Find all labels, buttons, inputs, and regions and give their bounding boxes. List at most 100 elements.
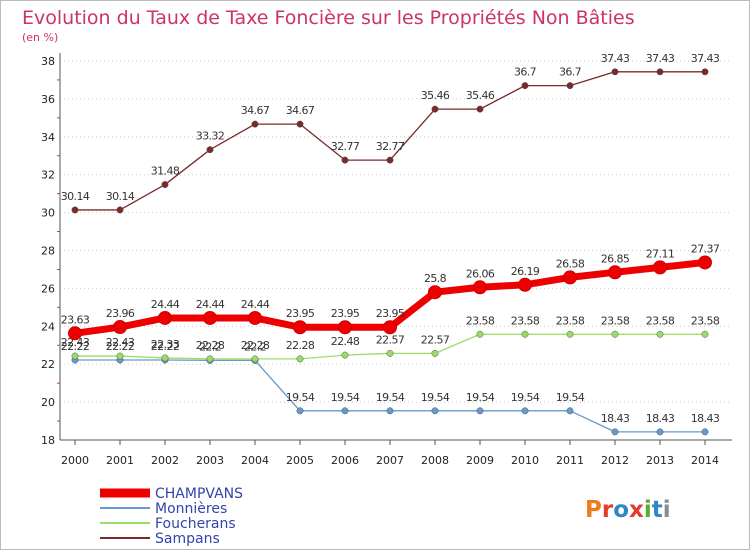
series-foucherans: 22.43 22.43 22.33 22.28 22.28 22.28 22.48 22.57… xyxy=(61,314,720,363)
x-tick-label: 2008 xyxy=(421,454,449,467)
data-label: 24.44 xyxy=(196,298,225,311)
data-label: 19.54 xyxy=(286,391,315,404)
data-point xyxy=(656,428,664,436)
data-label: 37.43 xyxy=(691,52,720,65)
x-tick-label: 2003 xyxy=(196,454,224,467)
data-point xyxy=(71,352,79,360)
data-point xyxy=(431,407,439,415)
data-label: 34.67 xyxy=(241,104,270,117)
data-label: 22.2 xyxy=(199,340,221,353)
data-point xyxy=(383,320,397,335)
data-label: 34.67 xyxy=(286,104,315,117)
data-point xyxy=(206,355,214,363)
data-label: 23.95 xyxy=(376,307,405,320)
data-label: 32.77 xyxy=(376,140,405,153)
data-point xyxy=(116,352,124,360)
data-point xyxy=(611,68,619,76)
data-point xyxy=(341,351,349,359)
y-tick-label: 32 xyxy=(41,169,55,182)
data-point xyxy=(521,407,529,415)
data-label: 22.43 xyxy=(106,336,135,349)
logo-letter: t xyxy=(652,497,663,523)
data-point xyxy=(476,407,484,415)
data-point xyxy=(656,68,664,76)
y-tick-label: 18 xyxy=(41,434,55,447)
legend-item-foucherans: Foucherans xyxy=(100,516,236,532)
legend-item-sampans: Sampans xyxy=(100,531,220,547)
data-label: 23.58 xyxy=(691,314,720,327)
data-point xyxy=(431,349,439,357)
data-label: 25.8 xyxy=(424,272,447,285)
data-point xyxy=(296,355,304,363)
data-point xyxy=(698,255,712,270)
proxiti-logo: Proxiti xyxy=(585,497,671,523)
data-label: 32.77 xyxy=(331,140,360,153)
data-point xyxy=(431,105,439,113)
data-point xyxy=(566,330,574,338)
data-point xyxy=(161,181,169,189)
x-tick-label: 2012 xyxy=(601,454,629,467)
series-monnières: 22.22 22.22 22.22 22.2 22.2 19.54 19.54 19.54 19… xyxy=(61,340,720,436)
data-label: 24.44 xyxy=(151,298,180,311)
data-point xyxy=(248,310,262,325)
chart-subtitle: (en %) xyxy=(22,31,58,44)
legend-label: CHAMPVANS xyxy=(155,486,243,502)
data-point xyxy=(113,320,127,335)
data-label: 19.54 xyxy=(466,391,495,404)
data-point xyxy=(566,407,574,415)
data-point xyxy=(71,206,79,214)
y-tick-label: 34 xyxy=(41,131,55,144)
x-tick-label: 2009 xyxy=(466,454,494,467)
series-champvans: 23.63 23.96 24.44 24.44 24.44 23.95 23.95 23.95… xyxy=(61,242,720,341)
data-label: 19.54 xyxy=(376,391,405,404)
series-sampans: 30.14 30.14 31.48 33.32 34.67 34.67 32.77 32.77… xyxy=(61,52,720,214)
legend-label: Foucherans xyxy=(155,516,236,532)
y-tick-label: 36 xyxy=(41,93,55,106)
y-tick-label: 26 xyxy=(41,282,55,295)
data-label: 22.22 xyxy=(106,340,135,353)
data-point xyxy=(701,68,709,76)
y-tick-label: 20 xyxy=(41,396,55,409)
x-tick-label: 2000 xyxy=(61,454,89,467)
data-point xyxy=(68,326,82,341)
series-layer: 30.14 30.14 31.48 33.32 34.67 34.67 32.77 32.77… xyxy=(61,52,720,436)
data-label: 18.43 xyxy=(601,412,630,425)
data-point xyxy=(296,407,304,415)
data-point xyxy=(656,330,664,338)
data-label: 23.96 xyxy=(106,307,135,320)
data-point xyxy=(563,270,577,285)
data-label: 33.32 xyxy=(196,130,225,143)
x-tick-label: 2006 xyxy=(331,454,359,467)
data-label: 35.46 xyxy=(421,89,450,102)
data-point xyxy=(386,156,394,164)
data-label: 19.54 xyxy=(421,391,450,404)
data-label: 22.28 xyxy=(286,339,315,352)
data-point xyxy=(518,277,532,292)
grid xyxy=(60,60,732,441)
y-tick-label: 38 xyxy=(41,55,55,68)
data-label: 36.7 xyxy=(514,66,537,79)
data-label: 19.54 xyxy=(331,391,360,404)
data-label: 22.22 xyxy=(61,340,90,353)
x-tick-label: 2001 xyxy=(106,454,134,467)
data-point xyxy=(521,82,529,90)
data-label: 23.58 xyxy=(511,314,540,327)
y-tick-label: 22 xyxy=(41,358,55,371)
data-label: 22.33 xyxy=(151,338,180,351)
data-label: 27.11 xyxy=(646,247,675,260)
data-label: 26.06 xyxy=(466,267,495,280)
data-label: 23.58 xyxy=(466,314,495,327)
x-tick-label: 2004 xyxy=(241,454,269,467)
data-point xyxy=(521,330,529,338)
y-tick-label: 24 xyxy=(41,320,55,333)
x-tick-label: 2002 xyxy=(151,454,179,467)
axes xyxy=(59,53,732,441)
data-label: 18.43 xyxy=(646,412,675,425)
y-tick-label: 28 xyxy=(41,245,55,258)
data-label: 23.58 xyxy=(646,314,675,327)
x-tick-label: 2007 xyxy=(376,454,404,467)
x-tick-label: 2005 xyxy=(286,454,314,467)
data-label: 23.58 xyxy=(556,314,585,327)
data-label: 19.54 xyxy=(511,391,540,404)
